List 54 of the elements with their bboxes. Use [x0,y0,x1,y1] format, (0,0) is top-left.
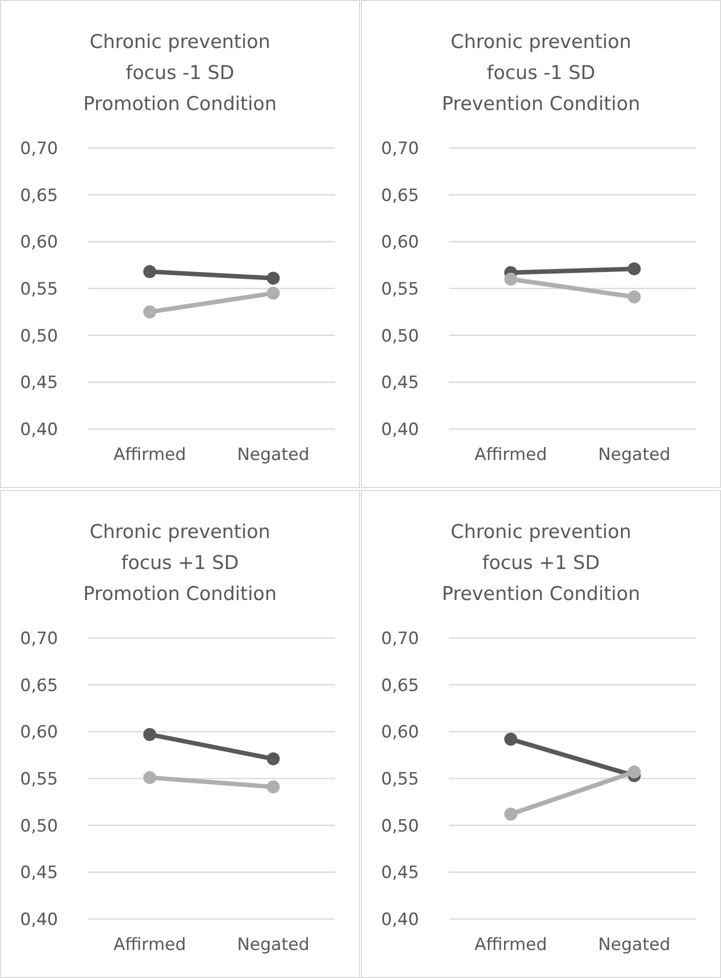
y-tick-label: 0,40 [381,420,419,440]
point [143,265,156,278]
y-tick-label: 0,50 [381,326,419,346]
y-tick-label: 0,55 [381,279,419,300]
y-tick-label: 0,70 [381,138,419,159]
y-tick-label: 0,45 [20,373,58,394]
y-tick-label: 0,70 [20,628,58,649]
point [628,765,641,778]
y-tick-label: 0,45 [381,373,419,394]
point [266,272,280,285]
x-tick-label: Affirmed [113,935,186,955]
x-tick-label: Negated [237,935,310,955]
y-tick-label: 0,70 [20,138,58,159]
point [628,290,641,304]
point [266,780,280,794]
point [143,771,156,784]
chart-title: Chronic prevention focus +1 SD Promotion Condition [83,521,277,605]
y-tick-label: 0,40 [20,420,58,440]
y-tick-label: 0,50 [20,326,58,346]
chart-title: Chronic prevention focus -1 SD Promotion Condition [83,31,277,115]
x-tick-label: Affirmed [474,445,548,465]
y-tick-label: 0,40 [20,910,58,930]
point [504,272,518,286]
point [143,305,156,318]
x-tick-label: Affirmed [113,445,186,465]
y-tick-label: 0,60 [20,722,58,743]
point [266,286,280,300]
y-tick-label: 0,55 [20,279,58,300]
y-tick-label: 0,60 [381,722,419,743]
y-tick-label: 0,45 [20,863,58,884]
y-tick-label: 0,60 [381,232,419,253]
y-tick-label: 0,45 [381,863,419,884]
chart-title: Chronic prevention focus +1 SD Prevention Condition [442,521,640,605]
y-tick-label: 0,65 [20,186,58,206]
point [266,752,280,766]
x-tick-label: Affirmed [474,935,548,955]
y-tick-label: 0,50 [20,816,58,836]
y-tick-label: 0,55 [381,769,419,790]
x-tick-label: Negated [598,935,670,955]
point [504,732,518,746]
point [143,728,156,741]
y-tick-label: 0,65 [20,676,58,696]
y-tick-label: 0,40 [381,910,419,930]
y-tick-label: 0,65 [381,186,419,206]
y-tick-label: 0,55 [20,769,58,790]
point [628,262,641,276]
y-tick-label: 0,65 [381,676,419,696]
x-tick-label: Negated [598,445,670,465]
y-tick-label: 0,50 [381,816,419,836]
y-tick-label: 0,60 [20,232,58,253]
x-tick-label: Negated [237,445,310,465]
point [504,808,518,821]
y-tick-label: 0,70 [381,628,419,649]
chart-title: Chronic prevention focus -1 SD Prevention Condition [442,31,640,115]
